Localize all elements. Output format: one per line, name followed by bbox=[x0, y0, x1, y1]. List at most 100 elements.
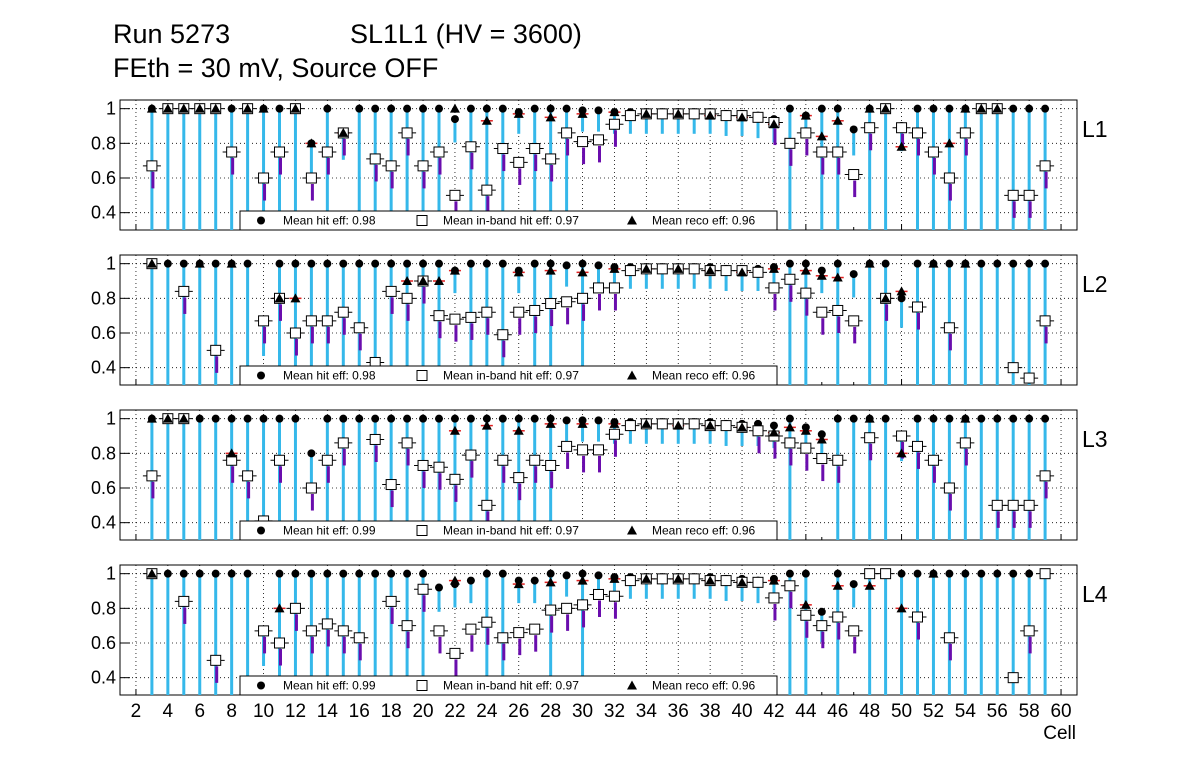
legend-inband-label: Mean in-band hit eff: 0.97 bbox=[443, 524, 579, 538]
reco-marker bbox=[609, 418, 620, 428]
hit-marker bbox=[785, 414, 794, 423]
reco-marker bbox=[944, 138, 955, 148]
reco-marker bbox=[737, 267, 748, 277]
reco-marker bbox=[928, 258, 939, 268]
y-tick-label: 0.8 bbox=[91, 133, 116, 153]
x-tick-label: 22 bbox=[444, 701, 465, 722]
legend-hit-label: Mean hit eff: 0.98 bbox=[283, 369, 376, 383]
inband-marker bbox=[258, 172, 270, 184]
inband-marker bbox=[927, 454, 939, 466]
inband-marker bbox=[927, 146, 939, 158]
hit-marker bbox=[578, 259, 587, 268]
inband-marker bbox=[1023, 189, 1035, 201]
hit-marker bbox=[163, 569, 172, 578]
inband-marker bbox=[816, 453, 828, 465]
inband-marker bbox=[1023, 625, 1035, 637]
inband-marker bbox=[912, 611, 923, 623]
y-tick-label: 0.8 bbox=[91, 443, 116, 463]
hit-marker bbox=[993, 259, 1002, 268]
inband-marker bbox=[720, 575, 732, 587]
inband-marker bbox=[529, 623, 541, 635]
hit-marker bbox=[849, 414, 858, 423]
inband-marker bbox=[305, 482, 317, 494]
reco-marker bbox=[896, 141, 907, 151]
reco-marker bbox=[832, 580, 843, 590]
reco-marker bbox=[976, 103, 987, 113]
inband-marker bbox=[624, 265, 636, 277]
legend-reco-label: Mean reco eff: 0.96 bbox=[652, 524, 756, 538]
inband-marker bbox=[481, 499, 493, 511]
inband-marker bbox=[784, 273, 796, 285]
inband-marker bbox=[1007, 362, 1019, 374]
hit-marker bbox=[993, 569, 1002, 578]
hit-marker bbox=[498, 414, 507, 423]
hit-marker bbox=[211, 569, 220, 578]
hit-marker bbox=[323, 104, 332, 113]
reco-marker bbox=[816, 270, 827, 280]
inband-marker bbox=[864, 568, 876, 580]
x-axis-label: Cell bbox=[1043, 723, 1076, 744]
hit-marker bbox=[275, 259, 284, 268]
x-tick-label: 12 bbox=[285, 701, 306, 722]
reco-marker bbox=[338, 127, 349, 137]
hit-marker bbox=[769, 421, 778, 430]
reco-marker bbox=[577, 267, 588, 277]
reco-marker bbox=[274, 603, 285, 613]
inband-marker bbox=[289, 602, 301, 614]
reco-marker bbox=[992, 103, 1003, 113]
hit-marker bbox=[913, 569, 922, 578]
x-tick-label: 38 bbox=[700, 701, 721, 722]
y-tick-label: 0.6 bbox=[91, 478, 116, 498]
inband-marker bbox=[896, 430, 908, 442]
hit-marker bbox=[355, 104, 364, 113]
panels-group: 0.4 0.6 0.8 1 Mean hit eff: 0.98 Mean in-band… bbox=[91, 99, 1108, 696]
legend-frame bbox=[239, 365, 778, 386]
inband-marker bbox=[545, 298, 557, 310]
hit-marker bbox=[498, 569, 507, 578]
hit-marker bbox=[323, 259, 332, 268]
hit-marker bbox=[546, 104, 555, 113]
inband-marker bbox=[943, 482, 955, 494]
legend-hit-marker bbox=[257, 371, 265, 380]
reco-marker bbox=[242, 103, 253, 113]
inband-marker bbox=[481, 616, 493, 628]
reco-marker bbox=[290, 103, 301, 113]
hit-marker bbox=[897, 294, 906, 303]
inband-marker bbox=[577, 136, 589, 148]
legend-box: Mean hit eff: 0.99 Mean in-band hit eff: … bbox=[239, 675, 778, 696]
hit-marker bbox=[594, 106, 603, 115]
hit-marker bbox=[562, 261, 571, 270]
inband-marker bbox=[305, 172, 317, 184]
legend-reco-label: Mean reco eff: 0.96 bbox=[652, 369, 756, 383]
hit-marker bbox=[403, 104, 412, 113]
hit-marker bbox=[387, 259, 396, 268]
inband-marker bbox=[337, 437, 349, 449]
hit-marker bbox=[785, 104, 794, 113]
reco-marker bbox=[513, 108, 524, 118]
hit-marker bbox=[307, 259, 316, 268]
inband-marker bbox=[624, 420, 636, 432]
x-tick-label: 32 bbox=[604, 701, 625, 722]
inband-marker bbox=[608, 428, 620, 440]
inband-marker bbox=[656, 108, 668, 120]
layer-label-l3: L3 bbox=[1082, 426, 1108, 452]
hit-marker bbox=[482, 569, 491, 578]
inband-marker bbox=[274, 454, 285, 466]
inband-marker bbox=[608, 118, 620, 130]
hit-marker bbox=[371, 414, 380, 423]
reco-marker bbox=[162, 103, 173, 113]
reco-marker bbox=[705, 575, 716, 585]
hit-marker bbox=[275, 569, 284, 578]
y-tick-label: 1 bbox=[106, 254, 116, 274]
inband-marker bbox=[768, 592, 780, 604]
reco-marker bbox=[784, 422, 795, 432]
inband-marker bbox=[497, 454, 509, 466]
x-tick-label: 30 bbox=[572, 701, 593, 722]
inband-marker bbox=[832, 454, 844, 466]
legend-box: Mean hit eff: 0.98 Mean in-band hit eff: … bbox=[239, 365, 778, 386]
reco-marker bbox=[449, 265, 460, 275]
legend-inband-label: Mean in-band hit eff: 0.97 bbox=[443, 214, 579, 228]
x-tick-label: 8 bbox=[226, 701, 237, 722]
inband-marker bbox=[816, 306, 828, 318]
hit-marker bbox=[801, 259, 810, 268]
